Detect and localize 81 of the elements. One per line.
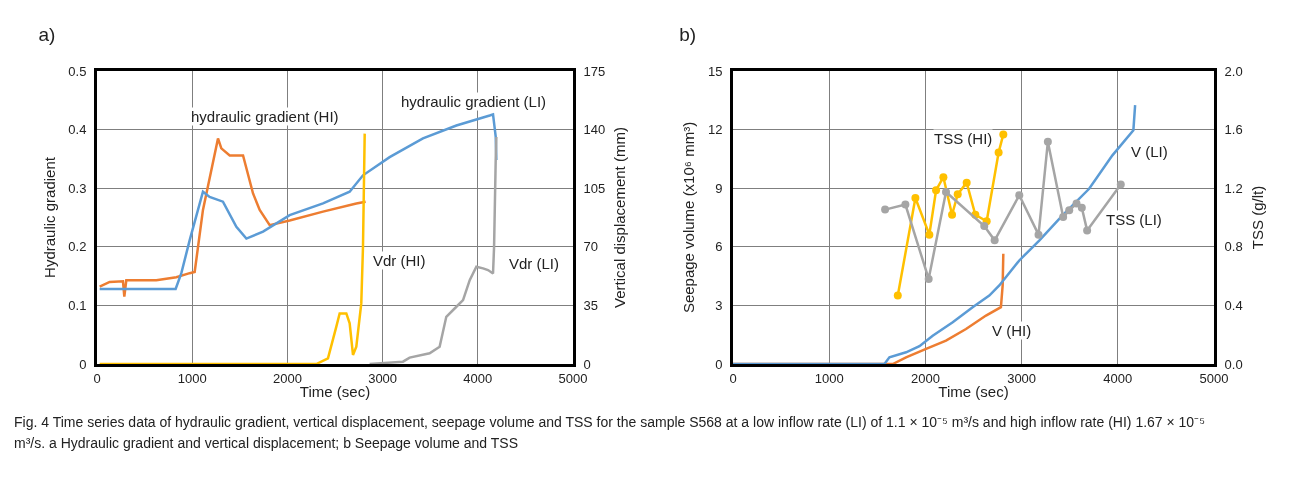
series-label: TSS (HI) xyxy=(934,130,993,147)
point xyxy=(1116,180,1125,189)
y-tick-label: 3 xyxy=(715,297,723,313)
y-tick-label: 0 xyxy=(715,356,723,372)
chart-title: a) xyxy=(38,24,56,46)
y2-tick-label: 105 xyxy=(583,180,606,196)
y-axis-title: Seepage volume (x10⁶ mm³) xyxy=(680,121,698,314)
point xyxy=(932,186,941,195)
series-label: V (LI) xyxy=(1131,143,1168,160)
y2-axis-title: TSS (g/lt) xyxy=(1248,185,1266,250)
line-series xyxy=(98,132,366,364)
point xyxy=(901,200,910,209)
x-tick-label: 5000 xyxy=(1199,370,1229,386)
x-tick-label: 5000 xyxy=(558,370,588,386)
y2-tick-label: 0 xyxy=(583,356,591,372)
y2-tick-label: 140 xyxy=(583,122,606,138)
point xyxy=(939,173,948,182)
y2-tick-label: 35 xyxy=(583,297,599,313)
y-tick-label: 0 xyxy=(79,356,87,372)
point xyxy=(1034,230,1043,239)
x-axis-title: Time (sec) xyxy=(299,383,371,400)
point xyxy=(881,205,890,214)
y2-tick-label: 0.4 xyxy=(1224,297,1243,313)
x-tick-label: 4000 xyxy=(1103,370,1133,386)
y2-tick-label: 2.0 xyxy=(1224,63,1243,79)
y-tick-label: 0.2 xyxy=(68,239,87,255)
x-tick-label: 0 xyxy=(93,370,101,386)
point xyxy=(924,274,933,283)
y-tick-label: 0.4 xyxy=(68,122,87,138)
x-tick-label: 0 xyxy=(729,370,737,386)
y2-tick-label: 0.0 xyxy=(1224,356,1243,372)
series-label: hydraulic gradient (LI) xyxy=(401,93,547,110)
x-tick-label: 3000 xyxy=(368,370,398,386)
point xyxy=(994,148,1003,157)
point xyxy=(1083,226,1092,235)
x-tick-label: 1000 xyxy=(177,370,207,386)
y-axis-title: Hydraulic gradient xyxy=(40,156,58,278)
y-tick-label: 0.5 xyxy=(68,63,87,79)
y-tick-label: 0.3 xyxy=(68,180,87,196)
point xyxy=(1065,206,1074,215)
point xyxy=(953,190,962,199)
x-tick-label: 2000 xyxy=(272,370,302,386)
x-tick-label: 1000 xyxy=(814,370,844,386)
point xyxy=(999,130,1008,139)
point xyxy=(1015,191,1024,200)
y2-axis-title: Vertical displacement (mm) xyxy=(611,127,629,308)
point xyxy=(948,210,957,219)
series-label: V (HI) xyxy=(992,322,1032,339)
point xyxy=(962,178,971,187)
x-tick-label: 4000 xyxy=(463,370,493,386)
x-tick-label: 2000 xyxy=(910,370,940,386)
y2-tick-label: 1.2 xyxy=(1224,180,1243,196)
line-series xyxy=(98,137,367,298)
point xyxy=(990,236,999,245)
x-tick-label: 3000 xyxy=(1007,370,1037,386)
point xyxy=(941,188,950,197)
y-tick-label: 12 xyxy=(707,122,723,138)
y-tick-label: 9 xyxy=(715,180,723,196)
y-tick-label: 15 xyxy=(707,63,723,79)
point xyxy=(893,291,902,300)
series-label: Vdr (LI) xyxy=(509,255,560,272)
series-label: Vdr (HI) xyxy=(373,252,426,269)
point xyxy=(911,194,920,203)
point xyxy=(980,222,989,230)
x-axis-title: Time (sec) xyxy=(938,383,1009,400)
line-series xyxy=(98,113,498,291)
point xyxy=(1043,137,1052,146)
point xyxy=(925,230,934,239)
y-tick-label: 0.1 xyxy=(68,297,87,313)
y2-tick-label: 0.8 xyxy=(1224,239,1243,255)
y2-tick-label: 175 xyxy=(583,63,606,79)
point xyxy=(1059,213,1068,222)
y-tick-label: 6 xyxy=(715,239,723,255)
caption: Fig. 4 Time series data of hydraulic gradient, vertical displacement, seepage volume and TSS for the sample S568 at a low inflow rate (LI) of 1.1 × 10⁻⁵ m³/s and high inflow rate (HI) 1.67 × 10⁻⁵ m³/s. a Hydraulic gradient and vertical displacement; b Seepage volume and TSS xyxy=(14,413,1206,453)
chart-title: b) xyxy=(679,24,697,46)
line-series xyxy=(368,135,498,364)
series-label: TSS (LI) xyxy=(1106,211,1162,228)
text: hydraulic gradient (HI) xyxy=(191,108,339,125)
y2-tick-label: 70 xyxy=(583,239,599,255)
y2-tick-label: 1.6 xyxy=(1224,122,1243,138)
point xyxy=(1077,203,1086,212)
